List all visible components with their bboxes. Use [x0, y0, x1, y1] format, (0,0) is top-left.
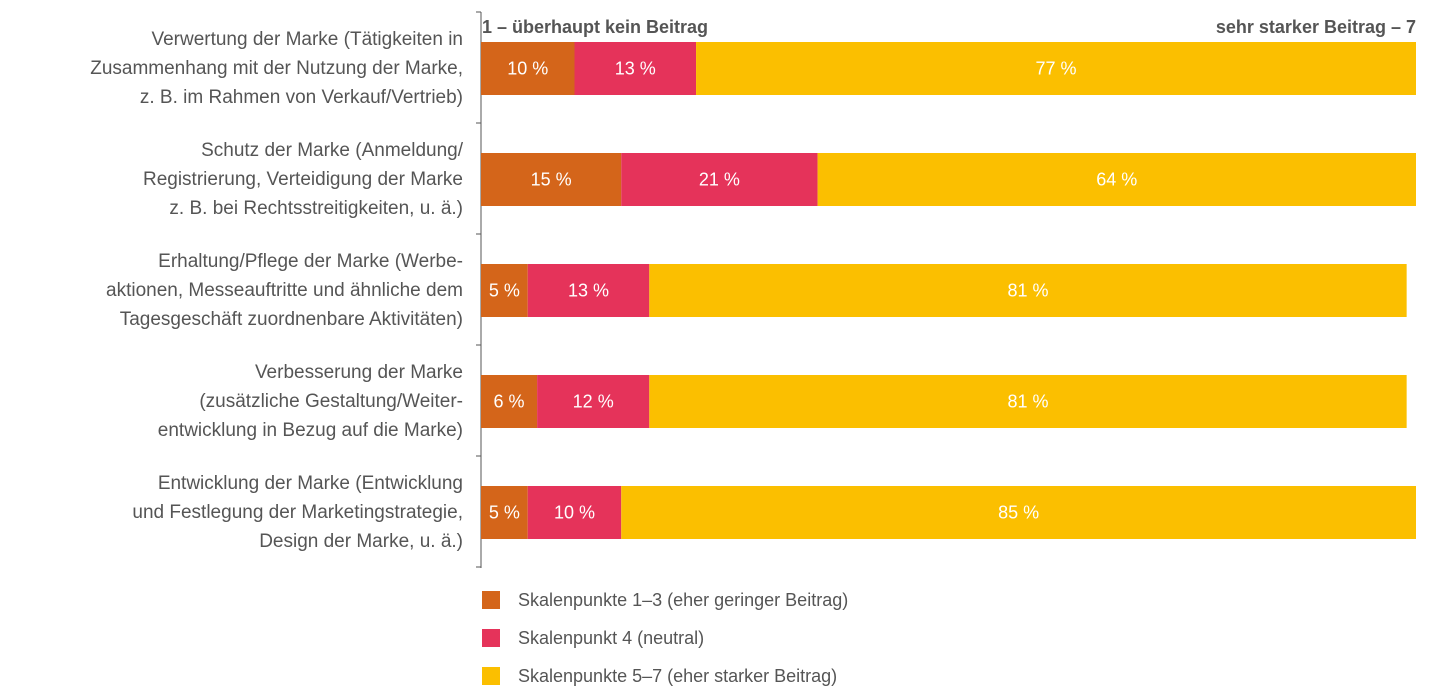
category-label: Erhaltung/Pflege der Marke (Werbe- aktio…	[106, 251, 463, 330]
value-label: 13 %	[568, 280, 609, 300]
bar-segment	[621, 486, 1416, 539]
scale-left-annotation: 1 – überhaupt kein Beitrag	[482, 17, 708, 37]
value-label: 5 %	[489, 502, 520, 522]
value-label: 10 %	[507, 58, 548, 78]
bar-segment	[537, 375, 650, 428]
legend-label: Skalenpunkte 1–3 (eher geringer Beitrag)	[518, 590, 848, 610]
value-label: 81 %	[1007, 280, 1048, 300]
bar-segment	[649, 375, 1407, 428]
bar-segment	[527, 264, 650, 317]
value-label: 21 %	[699, 169, 740, 189]
bar-segment	[481, 486, 528, 539]
legend-label: Skalenpunkt 4 (neutral)	[518, 628, 704, 648]
legend-swatch	[482, 667, 500, 685]
bar-segment	[649, 264, 1407, 317]
category-label: Schutz der Marke (Anmeldung/ Registrieru…	[142, 140, 463, 219]
value-label: 12 %	[573, 391, 614, 411]
value-label: 77 %	[1036, 58, 1077, 78]
value-label: 15 %	[531, 169, 572, 189]
category-label: Entwicklung der Marke (Entwicklung und F…	[132, 473, 463, 552]
bar-segment	[481, 375, 538, 428]
legend-swatch	[482, 629, 500, 647]
bar-segment	[481, 153, 622, 206]
value-label: 64 %	[1096, 169, 1137, 189]
legend-swatch	[482, 591, 500, 609]
bar-segment	[696, 42, 1416, 95]
bar-segment	[481, 264, 528, 317]
bar-segment	[574, 42, 697, 95]
value-label: 5 %	[489, 280, 520, 300]
legend-label: Skalenpunkte 5–7 (eher starker Beitrag)	[518, 666, 837, 686]
bar-segment	[481, 42, 575, 95]
value-label: 85 %	[998, 502, 1039, 522]
bar-segment	[527, 486, 622, 539]
bar-segment	[621, 153, 818, 206]
category-label: Verbesserung der Marke (zusätzliche Gest…	[157, 362, 463, 441]
bar-segment	[817, 153, 1416, 206]
scale-right-annotation: sehr starker Beitrag – 7	[1216, 17, 1416, 37]
value-label: 10 %	[554, 502, 595, 522]
value-label: 81 %	[1007, 391, 1048, 411]
value-label: 13 %	[615, 58, 656, 78]
value-label: 6 %	[494, 391, 525, 411]
category-label: Verwertung der Marke (Tätigkeiten in Zus…	[90, 29, 463, 108]
